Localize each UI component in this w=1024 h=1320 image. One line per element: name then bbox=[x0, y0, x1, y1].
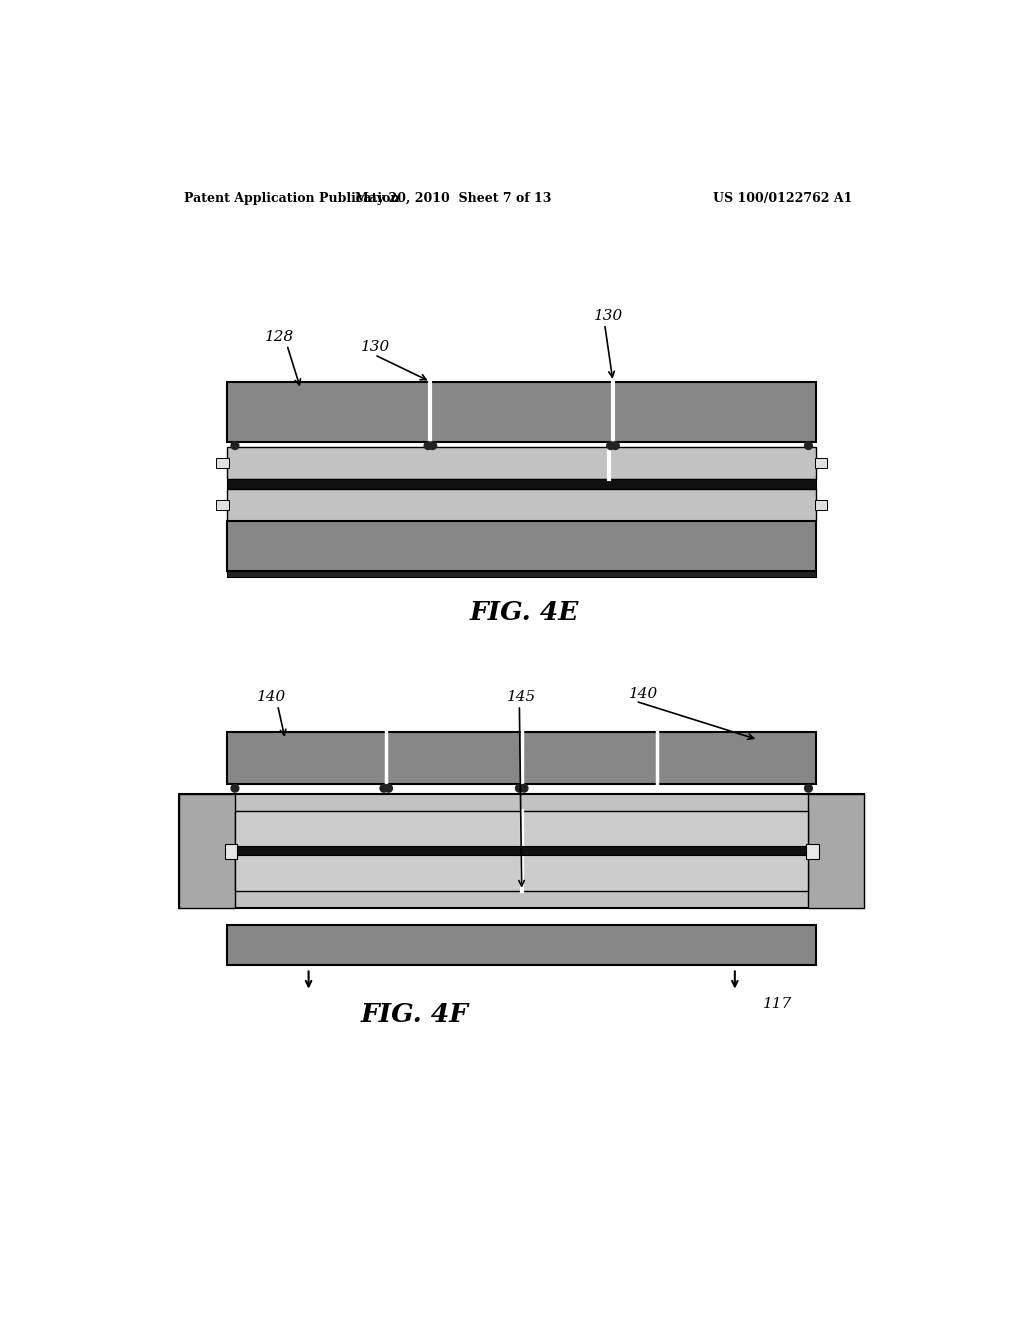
Circle shape bbox=[385, 784, 392, 792]
Bar bbox=[227, 733, 816, 784]
Text: 140: 140 bbox=[629, 686, 658, 701]
Bar bbox=[179, 793, 234, 908]
Bar bbox=[216, 499, 228, 510]
Bar bbox=[179, 793, 864, 908]
Text: 130: 130 bbox=[594, 309, 624, 323]
Circle shape bbox=[380, 784, 388, 792]
Circle shape bbox=[424, 442, 432, 450]
Bar bbox=[216, 458, 228, 469]
Text: 140: 140 bbox=[257, 690, 286, 705]
Bar bbox=[815, 499, 827, 510]
Text: FIG. 4E: FIG. 4E bbox=[470, 601, 580, 626]
Circle shape bbox=[607, 442, 614, 450]
Text: 128: 128 bbox=[264, 330, 294, 345]
Bar bbox=[227, 381, 816, 442]
Text: US 100/0122762 A1: US 100/0122762 A1 bbox=[713, 191, 853, 205]
Circle shape bbox=[805, 784, 812, 792]
Bar bbox=[815, 458, 827, 469]
Text: FIG. 4F: FIG. 4F bbox=[360, 1002, 469, 1027]
Bar bbox=[806, 843, 818, 859]
Bar bbox=[227, 488, 816, 521]
Text: 117: 117 bbox=[763, 997, 793, 1011]
Bar bbox=[234, 846, 809, 855]
Circle shape bbox=[611, 442, 620, 450]
Bar bbox=[227, 924, 816, 965]
Text: 130: 130 bbox=[361, 341, 390, 354]
Circle shape bbox=[515, 784, 523, 792]
Bar bbox=[227, 479, 816, 488]
Circle shape bbox=[231, 442, 239, 450]
Circle shape bbox=[231, 784, 239, 792]
Circle shape bbox=[429, 442, 436, 450]
Bar bbox=[227, 521, 816, 572]
Bar bbox=[234, 810, 809, 891]
Bar bbox=[227, 447, 816, 479]
Circle shape bbox=[520, 784, 528, 792]
Text: Patent Application Publication: Patent Application Publication bbox=[183, 191, 399, 205]
Bar bbox=[227, 572, 816, 577]
Text: May 20, 2010  Sheet 7 of 13: May 20, 2010 Sheet 7 of 13 bbox=[355, 191, 552, 205]
Text: 145: 145 bbox=[507, 690, 537, 705]
Circle shape bbox=[805, 442, 812, 450]
Bar bbox=[225, 843, 238, 859]
Bar bbox=[809, 793, 864, 908]
